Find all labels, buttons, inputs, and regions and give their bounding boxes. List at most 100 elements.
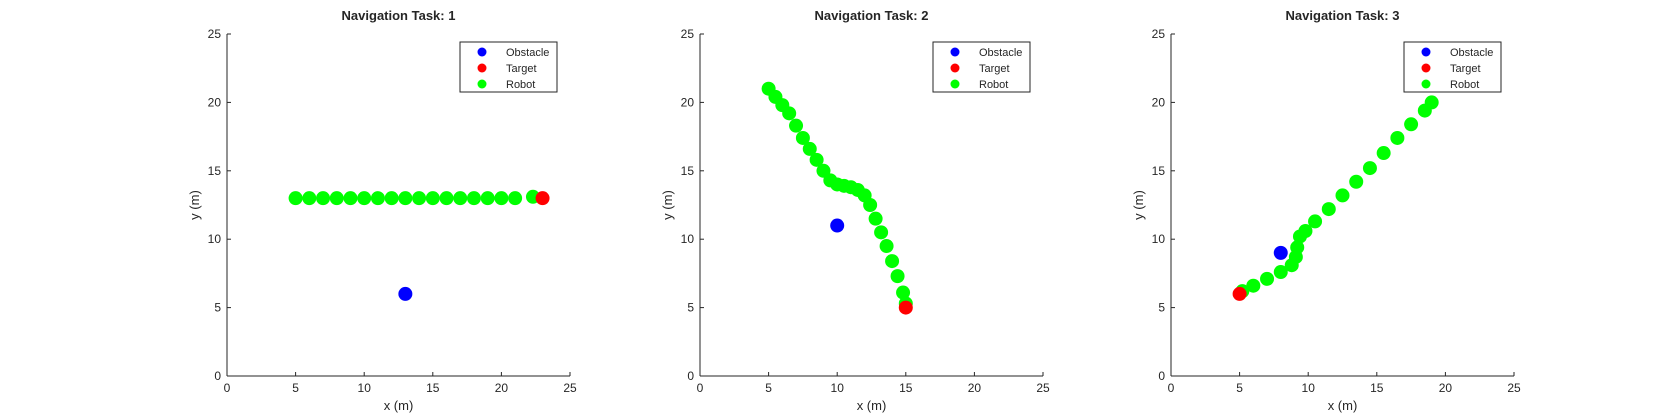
x-axis-label: x (m) xyxy=(1328,398,1358,413)
y-tick-label: 20 xyxy=(1152,95,1166,109)
chart-panel-2: Navigation Task: 2 0 5 10 15 20 25 0 5 10 15 20 25 x … xyxy=(660,8,1050,413)
x-tick-label: 10 xyxy=(831,381,845,395)
legend-marker-obstacle xyxy=(1421,47,1431,57)
x-axis-label: x (m) xyxy=(384,398,414,413)
robot-point xyxy=(782,106,797,121)
robot-point xyxy=(802,141,817,156)
robot-point xyxy=(1390,130,1405,145)
robot-point xyxy=(480,191,495,206)
x-tick-label: 25 xyxy=(563,381,577,395)
robot-point xyxy=(1349,174,1364,189)
robot-point xyxy=(398,191,413,206)
x-tick-label: 20 xyxy=(1439,381,1453,395)
y-axis-label: y (m) xyxy=(660,190,675,220)
legend-label-robot: Robot xyxy=(979,79,1008,91)
legend-label-obstacle: Obstacle xyxy=(506,47,549,59)
legend-label-obstacle: Obstacle xyxy=(979,47,1022,59)
x-tick-label: 20 xyxy=(968,381,982,395)
robot-point xyxy=(1404,117,1419,132)
robot-point xyxy=(494,191,509,206)
robot-point xyxy=(384,191,399,206)
robot-point xyxy=(1298,223,1313,238)
chart-title: Navigation Task: 3 xyxy=(1286,8,1400,23)
x-tick-label: 5 xyxy=(1236,381,1243,395)
y-tick-label: 0 xyxy=(214,369,221,383)
robot-point xyxy=(795,130,810,145)
series-robot xyxy=(761,81,913,311)
y-tick-label: 5 xyxy=(1158,301,1165,315)
series-robot xyxy=(288,189,540,206)
robot-point xyxy=(343,191,358,206)
robot-point xyxy=(1321,202,1336,217)
y-tick-label: 15 xyxy=(1152,164,1166,178)
y-tick-label: 25 xyxy=(1152,27,1166,41)
legend-marker-target xyxy=(950,63,960,73)
robot-point xyxy=(879,239,894,254)
obstacle-point xyxy=(398,286,413,301)
chart-panel-3: Navigation Task: 3 0 5 10 15 20 25 0 5 10 15 20 25 x … xyxy=(1131,8,1521,413)
chart-title: Navigation Task: 2 xyxy=(815,8,929,23)
robot-point xyxy=(868,211,883,226)
x-tick-label: 20 xyxy=(495,381,509,395)
legend: Obstacle Target Robot xyxy=(459,41,558,93)
robot-point xyxy=(508,191,523,206)
legend-box xyxy=(932,41,1031,93)
y-tick-label: 5 xyxy=(214,301,221,315)
robot-point xyxy=(1424,95,1439,110)
series-obstacle xyxy=(830,218,845,233)
series-target xyxy=(898,300,913,315)
x-tick-label: 10 xyxy=(1302,381,1316,395)
legend-label-target: Target xyxy=(506,63,537,75)
obstacle-point xyxy=(830,218,845,233)
y-tick-label: 15 xyxy=(681,164,695,178)
legend-label-robot: Robot xyxy=(1450,79,1479,91)
robot-point xyxy=(890,269,905,284)
x-tick-label: 5 xyxy=(765,381,772,395)
legend-box xyxy=(459,41,558,93)
y-tick-label: 20 xyxy=(681,95,695,109)
x-tick-label: 0 xyxy=(1168,381,1175,395)
robot-point xyxy=(896,285,911,300)
robot-point xyxy=(357,191,372,206)
legend-marker-robot xyxy=(950,79,960,89)
robot-point xyxy=(439,191,454,206)
x-tick-label: 5 xyxy=(292,381,299,395)
chart-title: Navigation Task: 1 xyxy=(342,8,456,23)
y-tick-label: 10 xyxy=(681,232,695,246)
legend-marker-target xyxy=(477,63,487,73)
robot-point xyxy=(1246,278,1261,293)
chart-panel-1: Navigation Task: 1 0 5 10 15 20 25 0 5 10 15 20 25 x … xyxy=(187,8,577,413)
y-tick-label: 25 xyxy=(681,27,695,41)
robot-point xyxy=(453,191,468,206)
legend-label-target: Target xyxy=(979,63,1010,75)
legend-marker-robot xyxy=(477,79,487,89)
legend-box xyxy=(1403,41,1502,93)
series-obstacle xyxy=(1273,245,1288,260)
legend-label-obstacle: Obstacle xyxy=(1450,47,1493,59)
x-tick-label: 0 xyxy=(224,381,231,395)
target-point xyxy=(898,300,913,315)
robot-point xyxy=(1335,188,1350,203)
y-tick-label: 5 xyxy=(687,301,694,315)
x-tick-label: 25 xyxy=(1507,381,1521,395)
robot-point xyxy=(370,191,385,206)
y-tick-label: 0 xyxy=(687,369,694,383)
robot-point xyxy=(1260,271,1275,286)
y-tick-label: 10 xyxy=(1152,232,1166,246)
robot-point xyxy=(1273,265,1288,280)
robot-point xyxy=(316,191,331,206)
robot-point xyxy=(1376,146,1391,161)
y-axis-label: y (m) xyxy=(187,190,202,220)
robot-point xyxy=(874,225,889,240)
robot-point xyxy=(1362,161,1377,176)
robot-point xyxy=(809,152,824,167)
x-tick-label: 10 xyxy=(358,381,372,395)
legend-marker-obstacle xyxy=(477,47,487,57)
x-tick-label: 25 xyxy=(1036,381,1050,395)
x-tick-label: 15 xyxy=(899,381,913,395)
target-point xyxy=(1232,286,1247,301)
legend-marker-target xyxy=(1421,63,1431,73)
robot-point xyxy=(789,118,804,133)
x-tick-label: 15 xyxy=(426,381,440,395)
